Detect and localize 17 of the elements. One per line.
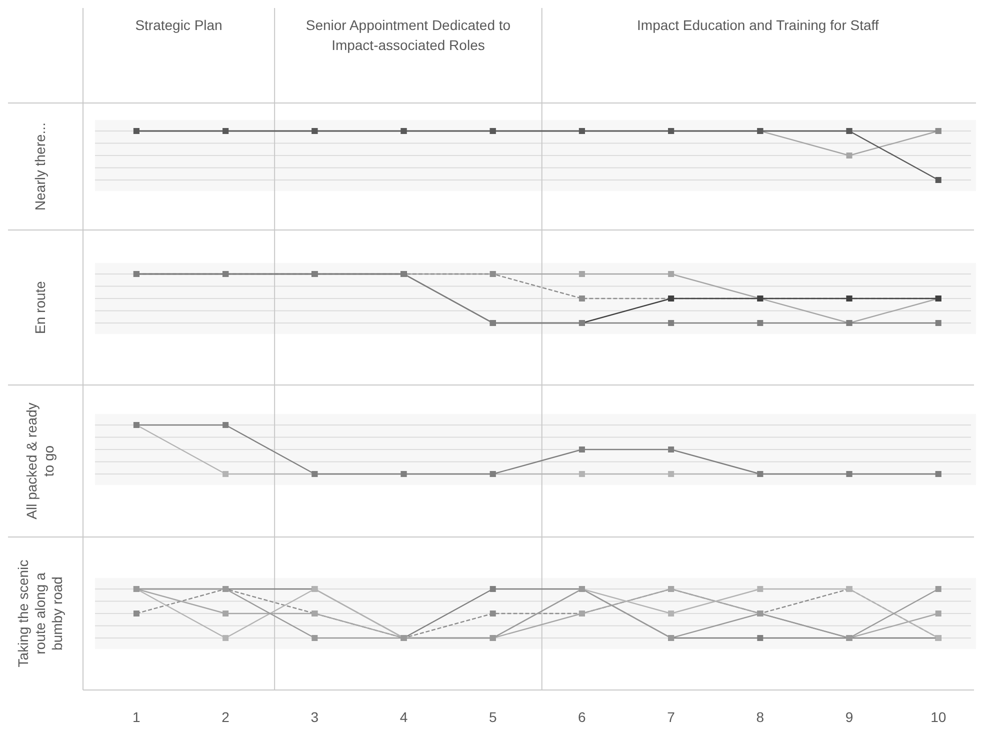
text: Strategic Plan	[135, 17, 222, 33]
y-axis-title: En route	[32, 280, 48, 334]
x-tick-label: 1	[132, 709, 141, 725]
x-tick-label: 8	[756, 709, 764, 725]
x-tick-label: 2	[222, 709, 230, 725]
x-tick-label: 5	[488, 709, 497, 725]
x-tick-label: 6	[578, 709, 586, 725]
x-tick-label: 9	[845, 709, 854, 725]
text: Senior Appointment Dedicated to Impact-associated Roles	[306, 17, 511, 53]
x-tick-label: 3	[310, 709, 319, 725]
x-tick-label: 4	[400, 709, 408, 725]
x-tick-label: 7	[667, 709, 676, 725]
y-axis-title: Taking the scenic route along a bumby road	[15, 560, 65, 668]
y-axis-title: Nearly there...	[32, 122, 48, 210]
y-axis-title: All packed & ready to go	[24, 402, 56, 520]
x-tick-label: 10	[930, 709, 946, 725]
text: Impact Education and Training for Staff	[637, 17, 879, 33]
